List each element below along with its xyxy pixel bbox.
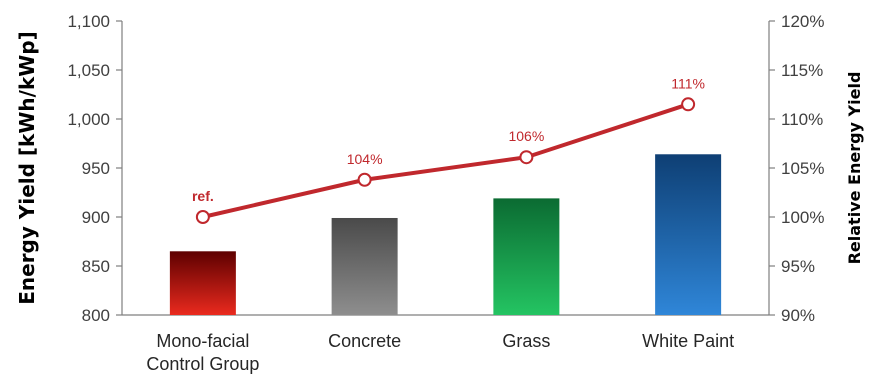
right-tick-label: 120% (781, 12, 824, 31)
data-label: ref. (192, 188, 214, 204)
right-tick-label: 90% (781, 306, 815, 325)
right-tick-label: 95% (781, 257, 815, 276)
category-label: Concrete (328, 331, 401, 351)
bar-series (169, 154, 722, 315)
left-tick-label: 800 (82, 306, 110, 325)
right-tick-label: 100% (781, 208, 824, 227)
category-label: Control Group (146, 354, 259, 374)
data-label: 111% (671, 75, 705, 91)
line-point (681, 97, 696, 112)
right-tick-label: 105% (781, 159, 824, 178)
series-line (202, 102, 689, 219)
bar (331, 217, 398, 315)
left-tick-label: 1,100 (67, 12, 110, 31)
data-label: 106% (508, 128, 544, 144)
left-tick-label: 900 (82, 208, 110, 227)
right-tick-label: 110% (781, 110, 823, 129)
data-label: 104% (347, 151, 383, 167)
left-tick-label: 1,050 (67, 61, 110, 80)
left-y-ticks: 800 850 900 950 1,000 1,050 1,100 (67, 12, 122, 325)
line-point (195, 210, 210, 224)
bar (493, 198, 560, 315)
left-tick-label: 850 (82, 257, 110, 276)
line-point (357, 172, 372, 187)
line-point (519, 150, 534, 165)
left-axis-title: Energy Yield [kWh/kWp] (15, 31, 39, 305)
category-label: White Paint (642, 331, 734, 351)
category-label: Grass (502, 331, 550, 351)
left-tick-label: 950 (82, 159, 110, 178)
right-tick-label: 115% (781, 61, 823, 80)
relative-yield-series: ref. 104% 106% 111% (192, 75, 705, 224)
category-label: Mono-facial (156, 331, 249, 351)
bar (169, 251, 236, 315)
category-labels: Mono-facial Control Group Concrete Grass Whi… (146, 331, 734, 374)
right-y-ticks: 90% 95% 100% 105% 110% 115% 120% (769, 12, 824, 325)
left-tick-label: 1,000 (67, 110, 110, 129)
bar (655, 154, 722, 315)
right-axis-title: Relative Energy Yield (845, 72, 864, 265)
